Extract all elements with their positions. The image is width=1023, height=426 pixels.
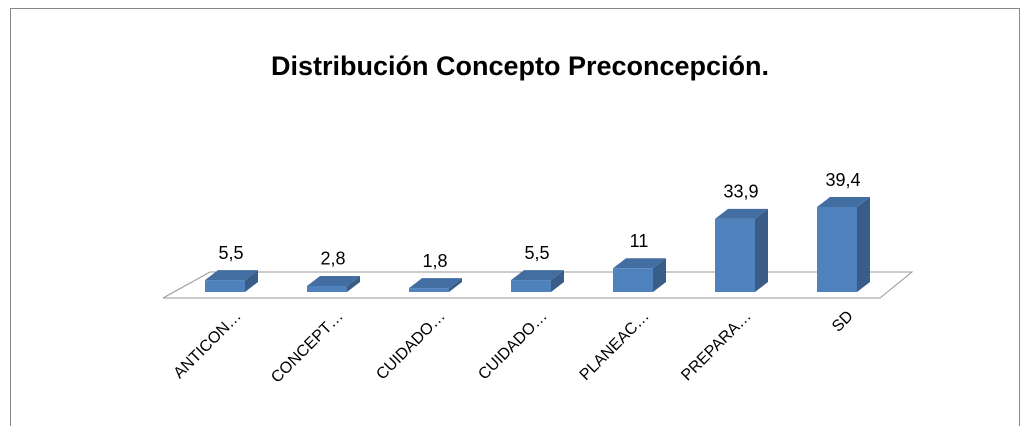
bar: [613, 258, 666, 292]
bar-front: [511, 280, 551, 292]
x-tick-label: PLANEAC…: [577, 308, 653, 384]
bar-side: [551, 270, 564, 292]
bar: [409, 278, 462, 292]
bar-side: [653, 258, 666, 292]
bar-top: [715, 208, 768, 219]
bar: [205, 270, 258, 292]
x-tick-label: CUIDADO…: [475, 308, 551, 384]
bar: [307, 275, 360, 292]
bar-top: [511, 270, 564, 281]
bar-front: [409, 288, 449, 292]
bar-top: [307, 275, 360, 286]
bar-front: [817, 207, 857, 292]
bar-side: [755, 208, 768, 292]
data-label: 11: [630, 231, 649, 251]
data-label: 1,8: [422, 251, 447, 271]
chart-title: Distribución Concepto Preconcepción.: [271, 51, 769, 81]
x-tick-label: CUIDADO…: [373, 308, 449, 384]
x-tick-label: SD: [829, 308, 857, 336]
data-label: 5,5: [218, 243, 243, 263]
data-label: 2,8: [320, 249, 345, 269]
bar-side: [245, 270, 258, 292]
bar-top: [817, 197, 870, 207]
data-label: 39,4: [825, 170, 860, 190]
x-tick-label: PREPARA…: [678, 308, 755, 385]
bar: [511, 270, 564, 292]
bar-side: [449, 278, 462, 292]
bar: [817, 197, 870, 292]
bar-side: [347, 275, 360, 292]
x-tick-label: ANTICON…: [171, 308, 245, 382]
bar-top: [409, 278, 462, 289]
x-tick-label: CONCEPT…: [268, 308, 347, 387]
bar-top: [205, 270, 258, 281]
data-label: 5,5: [524, 243, 549, 263]
bar-top: [613, 258, 666, 269]
bar-side: [857, 197, 870, 292]
bar: [715, 208, 768, 292]
bar-front: [307, 285, 347, 292]
data-label: 33,9: [723, 182, 758, 202]
bar-front: [715, 218, 755, 292]
bar-front: [613, 268, 653, 292]
floor: [162, 271, 914, 299]
bar-front: [205, 280, 245, 292]
chart-border: [10, 8, 1020, 426]
